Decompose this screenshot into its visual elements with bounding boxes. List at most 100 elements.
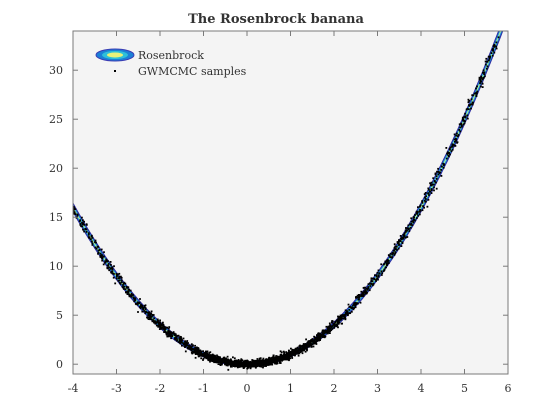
sample-point <box>283 355 285 358</box>
sample-point <box>217 363 220 365</box>
sample-point <box>330 329 333 332</box>
sample-point <box>407 224 410 227</box>
sample-point <box>237 361 240 364</box>
sample-point <box>434 172 437 175</box>
sample-point <box>437 173 440 176</box>
sample-point <box>375 274 378 277</box>
sample-point <box>448 147 451 150</box>
sample-point <box>215 357 218 360</box>
sample-point <box>284 353 286 356</box>
sample-point <box>415 217 418 219</box>
sample-point <box>454 145 457 147</box>
sample-point <box>432 177 435 180</box>
y-tick-label: 20 <box>49 162 63 175</box>
sample-point <box>283 358 286 361</box>
sample-point <box>107 260 109 262</box>
sample-point <box>188 346 190 349</box>
sample-point <box>101 255 104 257</box>
sample-point <box>430 192 433 194</box>
x-tick-label: -2 <box>155 382 166 395</box>
sample-point <box>396 242 399 245</box>
sample-point <box>468 105 471 107</box>
sample-point <box>299 346 302 348</box>
sample-point <box>168 334 171 336</box>
sample-point <box>165 333 168 336</box>
sample-point <box>91 236 94 239</box>
sample-point <box>316 339 318 341</box>
sample-point <box>199 349 202 352</box>
sample-point <box>73 211 75 214</box>
sample-point <box>466 107 469 110</box>
sample-point <box>329 327 332 330</box>
sample-point <box>446 152 448 155</box>
sample-point <box>442 162 444 165</box>
sample-point <box>117 280 120 282</box>
sample-point <box>74 213 77 215</box>
sample-point <box>167 335 170 338</box>
sample-point <box>418 210 421 213</box>
sample-point <box>282 358 285 361</box>
sample-point <box>156 318 159 321</box>
sample-point <box>478 76 481 79</box>
sample-point <box>110 270 113 273</box>
sample-point <box>442 166 445 169</box>
sample-point <box>394 251 397 254</box>
sample-point <box>81 216 83 219</box>
sample-point <box>152 319 155 322</box>
sample-point <box>433 183 435 186</box>
sample-point <box>224 361 227 364</box>
sample-point <box>448 151 450 154</box>
sample-point <box>232 356 234 359</box>
sample-point <box>417 206 419 209</box>
sample-point <box>433 189 435 192</box>
sample-point <box>348 312 351 315</box>
sample-point <box>292 352 295 355</box>
sample-point <box>317 337 320 340</box>
sample-point <box>429 190 431 193</box>
sample-point <box>177 341 180 343</box>
sample-point <box>124 282 127 285</box>
sample-point <box>484 75 486 78</box>
sample-point <box>137 311 139 313</box>
sample-point <box>144 308 147 311</box>
sample-point <box>176 339 178 342</box>
sample-point <box>362 286 365 289</box>
sample-point <box>354 301 357 304</box>
sample-point <box>164 327 167 329</box>
sample-point <box>401 236 404 239</box>
sample-point <box>254 366 257 369</box>
sample-point <box>229 364 232 367</box>
sample-point <box>337 315 340 318</box>
sample-point <box>480 85 482 88</box>
sample-point <box>179 340 182 343</box>
sample-point <box>95 247 98 250</box>
sample-point <box>493 51 496 54</box>
sample-point <box>170 331 172 334</box>
sample-point <box>338 316 341 318</box>
sample-point <box>275 362 278 365</box>
sample-point <box>126 290 129 293</box>
sample-point <box>288 355 291 358</box>
sample-point <box>208 354 211 357</box>
sample-point <box>291 355 293 358</box>
sample-point <box>462 123 465 126</box>
sample-point <box>475 93 478 95</box>
sample-point <box>153 321 156 324</box>
sample-point <box>206 352 209 355</box>
sample-point <box>202 350 204 353</box>
sample-point <box>73 211 76 214</box>
sample-point <box>336 320 339 323</box>
sample-point <box>150 310 153 313</box>
sample-point <box>464 112 466 115</box>
sample-point <box>157 325 160 328</box>
sample-point <box>151 314 154 317</box>
sample-point <box>485 57 488 60</box>
sample-point <box>166 326 168 329</box>
sample-point <box>104 260 107 263</box>
sample-point <box>344 313 347 316</box>
sample-point <box>246 364 248 366</box>
sample-point <box>119 283 122 285</box>
x-tick-label: -3 <box>111 382 122 395</box>
sample-point <box>320 334 323 337</box>
sample-point <box>459 130 462 133</box>
